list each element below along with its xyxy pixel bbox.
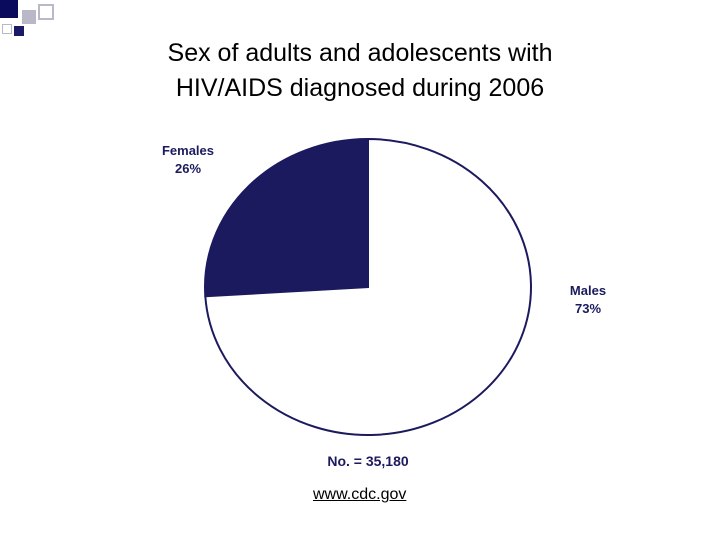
decor-square-small [14, 26, 24, 36]
page-title: Sex of adults and adolescents with HIV/A… [100, 36, 620, 106]
decor-square-outline [38, 4, 54, 20]
males-label: Males [570, 283, 606, 298]
sample-size-note: No. = 35,180 [327, 453, 409, 469]
title-line-2: HIV/AIDS diagnosed during 2006 [175, 74, 545, 102]
decor-square-dark [0, 0, 18, 18]
females-label: Females [162, 143, 214, 158]
decorative-squares [0, 0, 60, 45]
decor-square-tiny [2, 24, 12, 34]
source-link[interactable]: www.cdc.gov [313, 486, 407, 503]
males-percent: 73% [575, 301, 601, 316]
females-percent: 26% [175, 161, 201, 176]
decor-square-light [22, 10, 36, 24]
pie-slice-males [204, 137, 532, 436]
title-line-1: Sex of adults and adolescents with [167, 39, 553, 67]
pie-slices [204, 137, 532, 436]
pie-slice-females [204, 137, 369, 298]
